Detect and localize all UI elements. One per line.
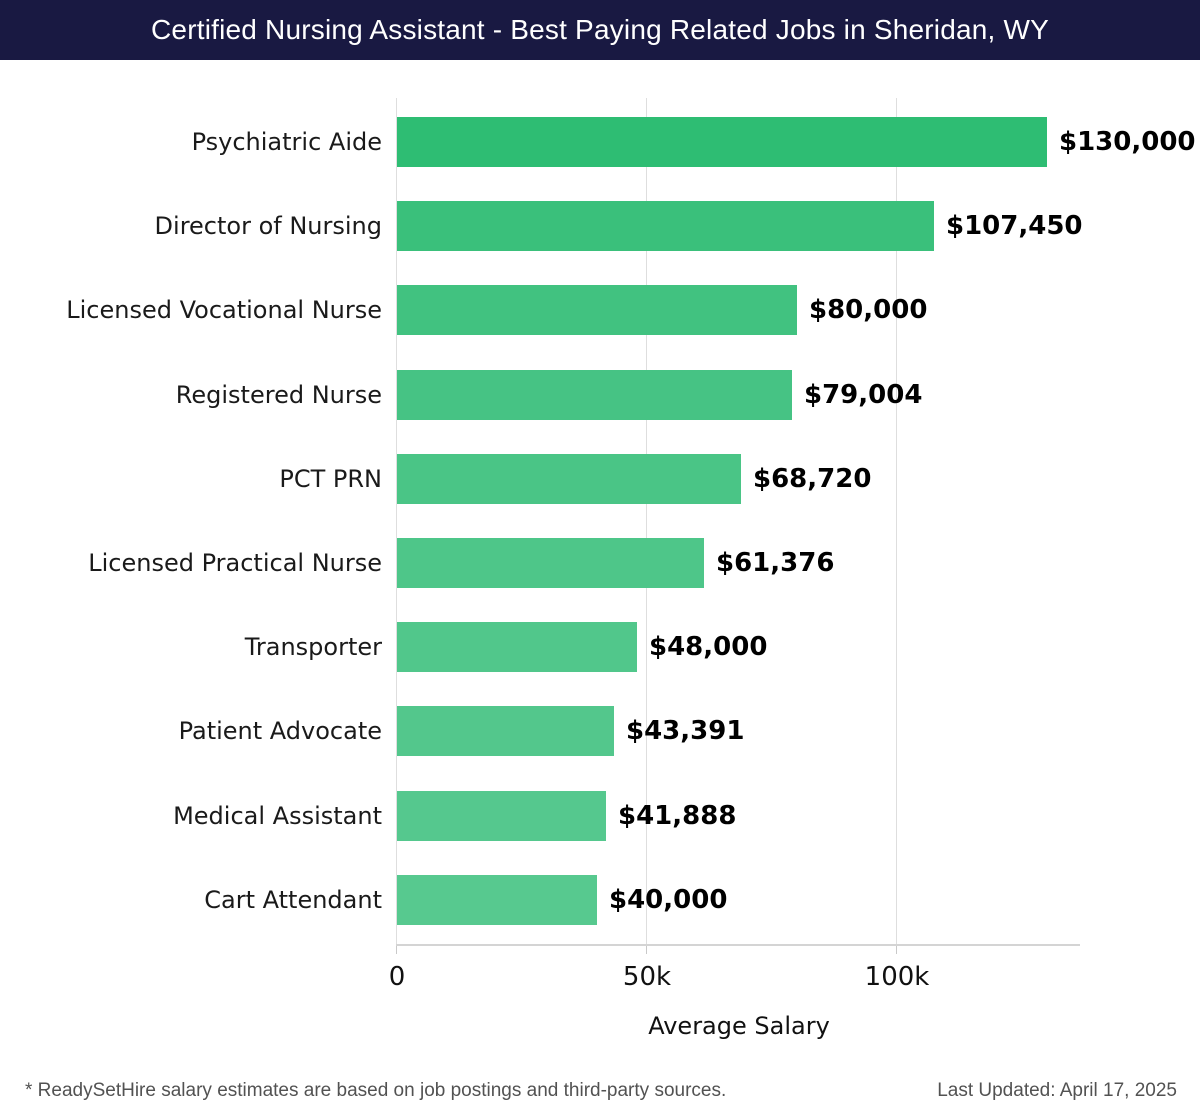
value-label: $80,000 [809, 295, 928, 325]
value-label: $43,391 [626, 716, 745, 746]
chart-title-bar: Certified Nursing Assistant - Best Payin… [0, 0, 1200, 60]
bar-cart-attendant [397, 875, 597, 925]
x-tick-50k [646, 946, 647, 954]
category-label: Licensed Vocational Nurse [66, 296, 382, 324]
x-tick-label: 0 [388, 962, 406, 992]
x-tick-label: 50k [622, 962, 672, 992]
bar-chart-plot-area: Psychiatric Aide $130,000 Director of Nurs… [0, 60, 1200, 1040]
category-label: PCT PRN [279, 465, 382, 493]
bar-pct-prn [397, 454, 741, 504]
category-label: Director of Nursing [154, 212, 382, 240]
x-tick-100k [896, 946, 897, 954]
x-tick-0 [396, 946, 397, 954]
value-label: $130,000 [1059, 127, 1196, 157]
bar-transporter [397, 622, 637, 672]
category-label: Cart Attendant [204, 886, 382, 914]
chart-footer: * ReadySetHire salary estimates are base… [0, 1075, 1200, 1120]
x-axis-title: Average Salary [648, 1012, 830, 1040]
value-label: $79,004 [804, 380, 923, 410]
value-label: $41,888 [618, 801, 737, 831]
category-label: Psychiatric Aide [191, 128, 382, 156]
bar-registered-nurse [397, 370, 792, 420]
value-label: $68,720 [753, 464, 872, 494]
bar-director-of-nursing [397, 201, 934, 251]
category-label: Licensed Practical Nurse [88, 549, 382, 577]
bar-licensed-vocational-nurse [397, 285, 797, 335]
value-label: $61,376 [716, 548, 835, 578]
gridline-100k [896, 98, 897, 944]
x-axis-line [396, 944, 1080, 946]
category-label: Registered Nurse [175, 381, 382, 409]
category-label: Transporter [244, 633, 382, 661]
source-disclaimer: * ReadySetHire salary estimates are base… [25, 1080, 727, 1101]
chart-title: Certified Nursing Assistant - Best Payin… [151, 14, 1049, 45]
gridline-0 [396, 98, 397, 944]
bar-psychiatric-aide [397, 117, 1047, 167]
bar-medical-assistant [397, 791, 606, 841]
value-label: $107,450 [946, 211, 1083, 241]
category-label: Patient Advocate [178, 717, 382, 745]
bar-patient-advocate [397, 706, 614, 756]
value-label: $40,000 [609, 885, 728, 915]
gridline-50k [646, 98, 647, 944]
category-label: Medical Assistant [173, 802, 382, 830]
last-updated-text: Last Updated: April 17, 2025 [937, 1080, 1177, 1101]
value-label: $48,000 [649, 632, 768, 662]
bar-licensed-practical-nurse [397, 538, 704, 588]
x-tick-label: 100k [864, 962, 930, 992]
